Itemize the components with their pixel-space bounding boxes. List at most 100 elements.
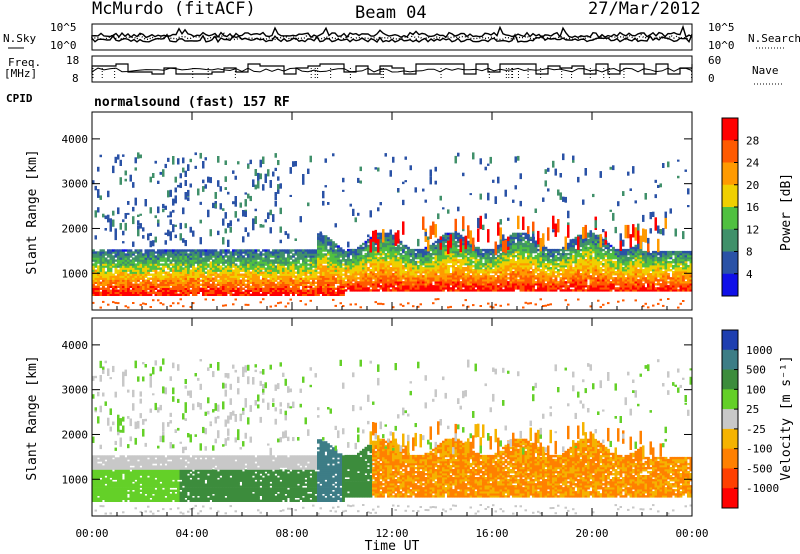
heatmap-cell: [464, 254, 468, 258]
heatmap-cell: [462, 269, 465, 272]
heatmap-cell: [237, 161, 240, 165]
heatmap-cell: [322, 291, 325, 294]
heatmap-cell: [144, 269, 148, 272]
heatmap-cell: [442, 283, 445, 286]
heatmap-cell: [112, 279, 115, 282]
heatmap-cell: [242, 236, 245, 243]
heatmap-cell: [422, 216, 425, 230]
heatmap-cell: [124, 271, 128, 274]
heatmap-cell: [477, 287, 480, 290]
heatmap-cell: [92, 281, 95, 284]
heatmap-cell: [134, 277, 138, 280]
station-title: McMurdo (fitACF): [92, 0, 256, 19]
heatmap-cell: [509, 287, 513, 290]
heatmap-cell: [514, 285, 518, 288]
heatmap-cell: [569, 258, 573, 262]
heatmap-cell: [387, 279, 390, 282]
heatmap-cell: [199, 283, 203, 286]
heatmap-cell: [587, 250, 590, 254]
heatmap-cell: [412, 263, 415, 266]
heatmap-cell: [344, 277, 348, 280]
heatmap-cell: [99, 281, 103, 284]
heatmap-cell: [227, 275, 230, 278]
heatmap-cell: [104, 287, 108, 290]
heatmap-cell: [204, 265, 208, 268]
heatmap-cell: [234, 259, 238, 262]
heatmap-cell: [382, 246, 385, 250]
heatmap-cell: [249, 259, 253, 262]
heatmap-cell: [432, 289, 435, 292]
heatmap-cell: [94, 279, 98, 282]
heatmap-cell: [159, 255, 163, 258]
heatmap-cell: [469, 258, 473, 262]
heatmap-cell: [312, 263, 315, 266]
heatmap-cell: [412, 275, 415, 278]
heatmap-cell: [242, 275, 245, 278]
freq-tick-top: 18: [66, 54, 79, 67]
heatmap-cell: [329, 293, 333, 296]
heatmap-cell: [542, 265, 545, 268]
heatmap-cell: [227, 279, 230, 282]
heatmap-cell: [267, 285, 270, 288]
heatmap-cell: [539, 250, 543, 254]
heatmap-cell: [407, 275, 410, 278]
heatmap-cell: [224, 291, 228, 294]
heatmap-cell: [249, 195, 252, 202]
heatmap-cell: [467, 256, 470, 260]
heatmap-cell: [164, 259, 168, 262]
heatmap-cell: [104, 257, 108, 260]
heatmap-cell: [267, 261, 270, 264]
heatmap-cell: [182, 249, 185, 252]
heatmap-cell: [247, 289, 250, 292]
heatmap-cell: [489, 260, 493, 264]
heatmap-cell: [342, 287, 345, 290]
heatmap-cell: [549, 273, 553, 276]
heatmap-cell: [322, 279, 325, 282]
heatmap-cell: [172, 287, 175, 290]
heatmap-cell: [329, 249, 333, 252]
heatmap-cell: [547, 285, 550, 288]
heatmap-cell: [454, 263, 458, 266]
heatmap-cell: [494, 267, 498, 270]
heatmap-cell: [184, 223, 187, 229]
heatmap-cell: [382, 275, 385, 278]
heatmap-cell: [397, 250, 400, 254]
heatmap-cell: [584, 240, 588, 244]
heatmap-cell: [577, 260, 580, 264]
heatmap-cell: [109, 279, 113, 282]
heatmap-cell: [364, 260, 368, 264]
heatmap-cell: [179, 263, 183, 266]
heatmap-cell: [282, 287, 285, 290]
heatmap-cell: [317, 261, 320, 264]
heatmap-cell: [417, 252, 420, 256]
heatmap-cell: [389, 283, 393, 286]
heatmap-cell: [224, 176, 227, 182]
heatmap-cell: [459, 285, 463, 288]
heatmap-cell: [587, 269, 590, 272]
heatmap-cell: [397, 275, 400, 278]
heatmap-cell: [507, 248, 510, 252]
heatmap-cell: [334, 253, 338, 256]
heatmap-cell: [509, 267, 513, 270]
heatmap-cell: [284, 275, 288, 278]
heatmap-cell: [299, 216, 302, 223]
heatmap-cell: [234, 287, 238, 290]
heatmap-cell: [159, 281, 163, 284]
heatmap-cell: [92, 253, 95, 256]
heatmap-cell: [139, 287, 143, 290]
heatmap-cell: [237, 269, 240, 272]
heatmap-cell: [519, 200, 522, 207]
heatmap-cell: [134, 249, 138, 252]
heatmap-cell: [407, 254, 410, 258]
heatmap-cell: [312, 249, 315, 252]
heatmap-cell: [429, 279, 433, 282]
heatmap-cell: [312, 259, 315, 262]
heatmap-cell: [107, 271, 110, 274]
heatmap-cell: [179, 281, 183, 284]
heatmap-cell: [232, 259, 235, 262]
heatmap-cell: [229, 257, 233, 260]
heatmap-cell: [369, 283, 373, 286]
heatmap-cell: [429, 252, 433, 256]
heatmap-cell: [202, 275, 205, 278]
heatmap-cell: [224, 273, 228, 276]
